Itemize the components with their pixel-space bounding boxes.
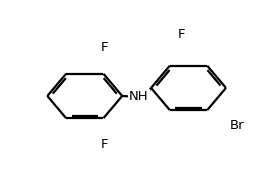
Text: Br: Br [230,119,245,132]
Text: NH: NH [129,90,148,103]
Text: F: F [177,28,185,41]
Text: F: F [100,138,108,151]
Text: F: F [100,41,108,54]
